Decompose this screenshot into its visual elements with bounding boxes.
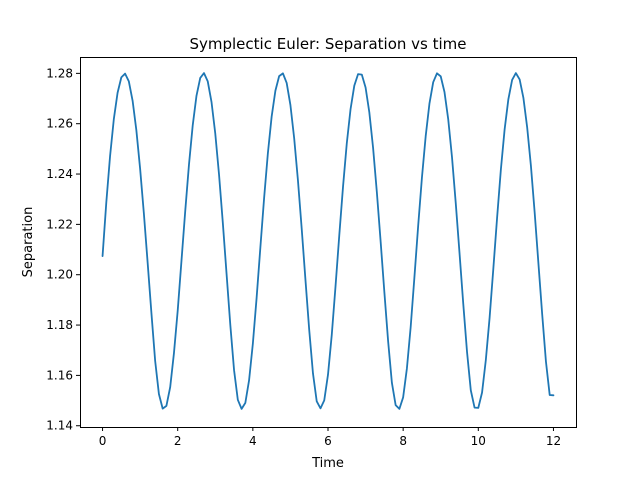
x-axis: 0 2 4 6 8 10 12	[99, 427, 561, 448]
separation-series-line	[101, 72, 555, 410]
chart-title: Symplectic Euler: Separation vs time	[189, 35, 466, 53]
y-tick-label: 1.16	[46, 368, 73, 382]
y-axis-label: Separation	[21, 207, 36, 278]
y-tick-label: 1.14	[46, 419, 73, 433]
x-tick-label: 4	[249, 434, 257, 448]
plot-frame	[80, 57, 577, 428]
y-tick-label: 1.22	[46, 217, 73, 231]
x-tick-label: 10	[471, 434, 486, 448]
y-tick-label: 1.20	[46, 268, 73, 282]
y-tick-label: 1.28	[46, 66, 73, 80]
x-tick-label: 2	[174, 434, 182, 448]
y-axis: 1.14 1.16 1.18 1.20 1.22 1.24 1.26 1.28	[46, 66, 80, 433]
x-tick-label: 8	[399, 434, 407, 448]
x-tick-label: 12	[546, 434, 561, 448]
y-tick-label: 1.18	[46, 318, 73, 332]
x-axis-label: Time	[311, 456, 344, 471]
y-tick-label: 1.24	[46, 167, 73, 181]
x-tick-label: 6	[324, 434, 332, 448]
y-tick-label: 1.26	[46, 117, 73, 131]
x-tick-label: 0	[99, 434, 107, 448]
